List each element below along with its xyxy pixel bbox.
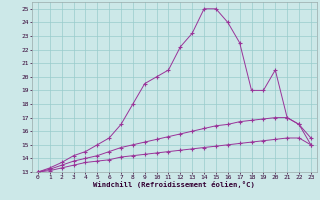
X-axis label: Windchill (Refroidissement éolien,°C): Windchill (Refroidissement éolien,°C): [93, 181, 255, 188]
